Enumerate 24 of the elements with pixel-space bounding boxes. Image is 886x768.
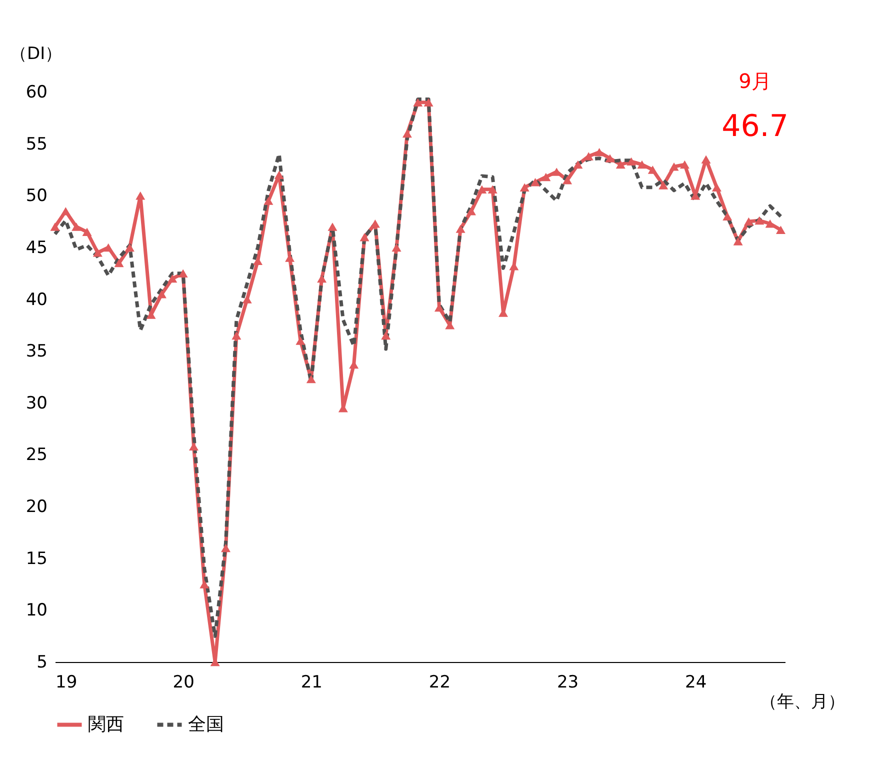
y-tick-label: 40	[26, 290, 48, 310]
y-tick-label: 20	[26, 497, 48, 518]
y-tick-label: 30	[26, 393, 48, 414]
y-tick-label: 35	[26, 342, 48, 362]
y-tick-label: 50	[26, 186, 48, 206]
x-tick-label: 24	[685, 672, 707, 692]
x-tick-label: 19	[56, 672, 78, 692]
y-tick-label: 25	[26, 445, 48, 466]
annotation: 46.7	[722, 109, 788, 144]
x-axis-title: （年、月）	[760, 692, 845, 712]
y-tick-label: 15	[26, 548, 48, 569]
x-tick-label: 21	[300, 672, 322, 692]
x-tick-label: 23	[556, 672, 579, 692]
annotation: 9月	[738, 69, 772, 93]
x-tick-label: 22	[428, 672, 451, 692]
legend-label: 全国	[188, 714, 224, 735]
y-tick-label: 55	[26, 134, 48, 154]
y-axis-title: （DI）	[10, 44, 62, 64]
y-tick-label: 5	[36, 652, 48, 672]
x-tick-label: 20	[172, 672, 194, 692]
y-tick-label: 10	[26, 600, 48, 621]
y-tick-label: 60	[26, 82, 48, 102]
y-tick-label: 45	[26, 238, 48, 258]
legend-label: 関西	[88, 714, 124, 735]
